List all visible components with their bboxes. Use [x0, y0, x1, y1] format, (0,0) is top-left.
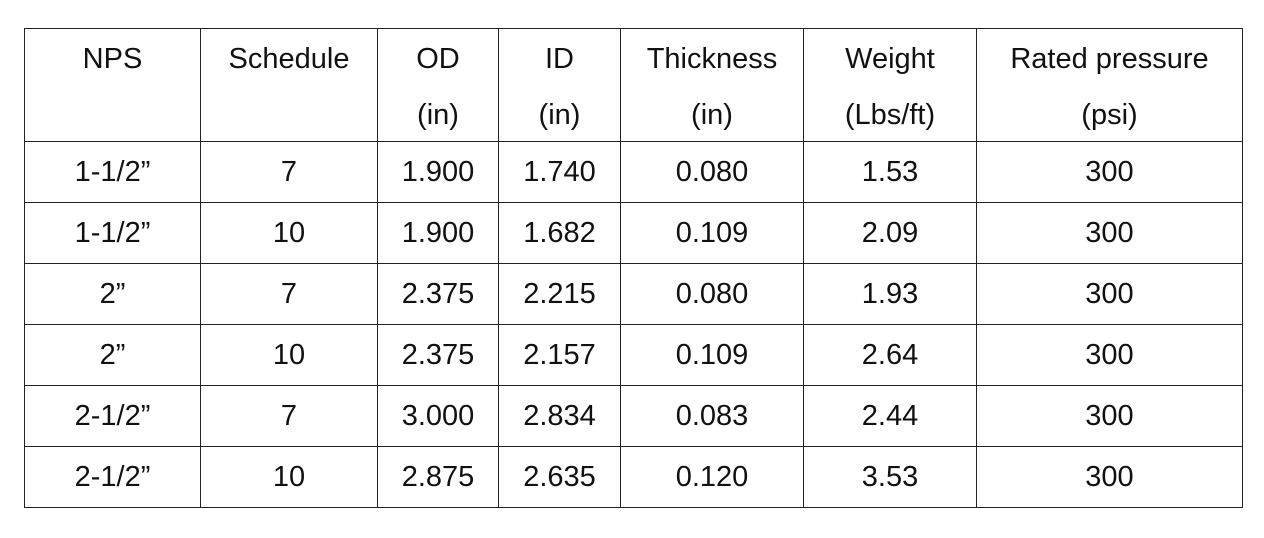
table-row: 2” 10 2.375 2.157 0.109 2.64 300	[24, 324, 1243, 386]
table-cell: 0.083	[620, 385, 804, 447]
table-row: 1-1/2” 7 1.900 1.740 0.080 1.53 300	[24, 141, 1243, 203]
table-cell: 0.109	[620, 324, 804, 386]
header-text: (in)	[691, 99, 733, 131]
table-cell: 2.64	[803, 324, 977, 386]
table-cell: 3.000	[377, 385, 499, 447]
table-row: 1-1/2” 10 1.900 1.682 0.109 2.09 300	[24, 202, 1243, 264]
table-cell: 2.875	[377, 446, 499, 508]
header-text: ID	[545, 43, 574, 75]
table-cell: 300	[976, 446, 1243, 508]
table-cell: 1.93	[803, 263, 977, 325]
pipe-table: NPS Schedule OD (in) ID (in) Thickness (in) Weig…	[24, 28, 1243, 508]
header-cell: Schedule	[200, 28, 378, 142]
table-cell: 0.120	[620, 446, 804, 508]
header-text: (in)	[417, 99, 459, 131]
table-row: 2” 7 2.375 2.215 0.080 1.93 300	[24, 263, 1243, 325]
table-cell: 2.375	[377, 263, 499, 325]
table-cell: 2.157	[498, 324, 621, 386]
table-cell: 300	[976, 141, 1243, 203]
table-cell: 7	[200, 263, 378, 325]
header-cell: NPS	[24, 28, 201, 142]
table-cell: 2-1/2”	[24, 446, 201, 508]
table-cell: 2.09	[803, 202, 977, 264]
header-cell: Thickness (in)	[620, 28, 804, 142]
header-cell: ID (in)	[498, 28, 621, 142]
table-row: 2-1/2” 10 2.875 2.635 0.120 3.53 300	[24, 446, 1243, 508]
table-cell: 0.109	[620, 202, 804, 264]
table-cell: 7	[200, 141, 378, 203]
header-cell: Weight (Lbs/ft)	[803, 28, 977, 142]
table-body: 1-1/2” 7 1.900 1.740 0.080 1.53 300 1-1/2” 10 1.9…	[24, 141, 1243, 508]
table-cell: 0.080	[620, 263, 804, 325]
table-cell: 1-1/2”	[24, 202, 201, 264]
table-cell: 1.900	[377, 202, 499, 264]
header-text: Schedule	[228, 43, 350, 75]
table-cell: 300	[976, 324, 1243, 386]
table-cell: 1-1/2”	[24, 141, 201, 203]
table-cell: 10	[200, 446, 378, 508]
table-cell: 0.080	[620, 141, 804, 203]
table-cell: 10	[200, 202, 378, 264]
header-text: (Lbs/ft)	[844, 99, 936, 131]
table-cell: 2”	[24, 263, 201, 325]
header-cell: Rated pressure (psi)	[976, 28, 1243, 142]
header-text: NPS	[82, 43, 143, 75]
table-cell: 2.635	[498, 446, 621, 508]
header-text: Weight	[845, 43, 935, 75]
table-cell: 300	[976, 202, 1243, 264]
table-cell: 10	[200, 324, 378, 386]
table-cell: 1.740	[498, 141, 621, 203]
table-row: 2-1/2” 7 3.000 2.834 0.083 2.44 300	[24, 385, 1243, 447]
table-cell: 2.834	[498, 385, 621, 447]
table-cell: 300	[976, 385, 1243, 447]
table-cell: 2.215	[498, 263, 621, 325]
table-cell: 1.682	[498, 202, 621, 264]
header-text: (in)	[538, 99, 581, 131]
header-text: OD	[416, 43, 460, 75]
table-cell: 7	[200, 385, 378, 447]
table-cell: 300	[976, 263, 1243, 325]
header-row: NPS Schedule OD (in) ID (in) Thickness (in) Weig…	[24, 28, 1243, 142]
table-cell: 3.53	[803, 446, 977, 508]
header-text: Rated pressure	[1010, 43, 1209, 75]
table-cell: 2.44	[803, 385, 977, 447]
header-cell: OD (in)	[377, 28, 499, 142]
table-cell: 2”	[24, 324, 201, 386]
table-cell: 1.900	[377, 141, 499, 203]
table-cell: 1.53	[803, 141, 977, 203]
table-cell: 2.375	[377, 324, 499, 386]
header-text: Thickness	[646, 43, 778, 75]
header-text: (psi)	[1081, 99, 1138, 131]
table-cell: 2-1/2”	[24, 385, 201, 447]
